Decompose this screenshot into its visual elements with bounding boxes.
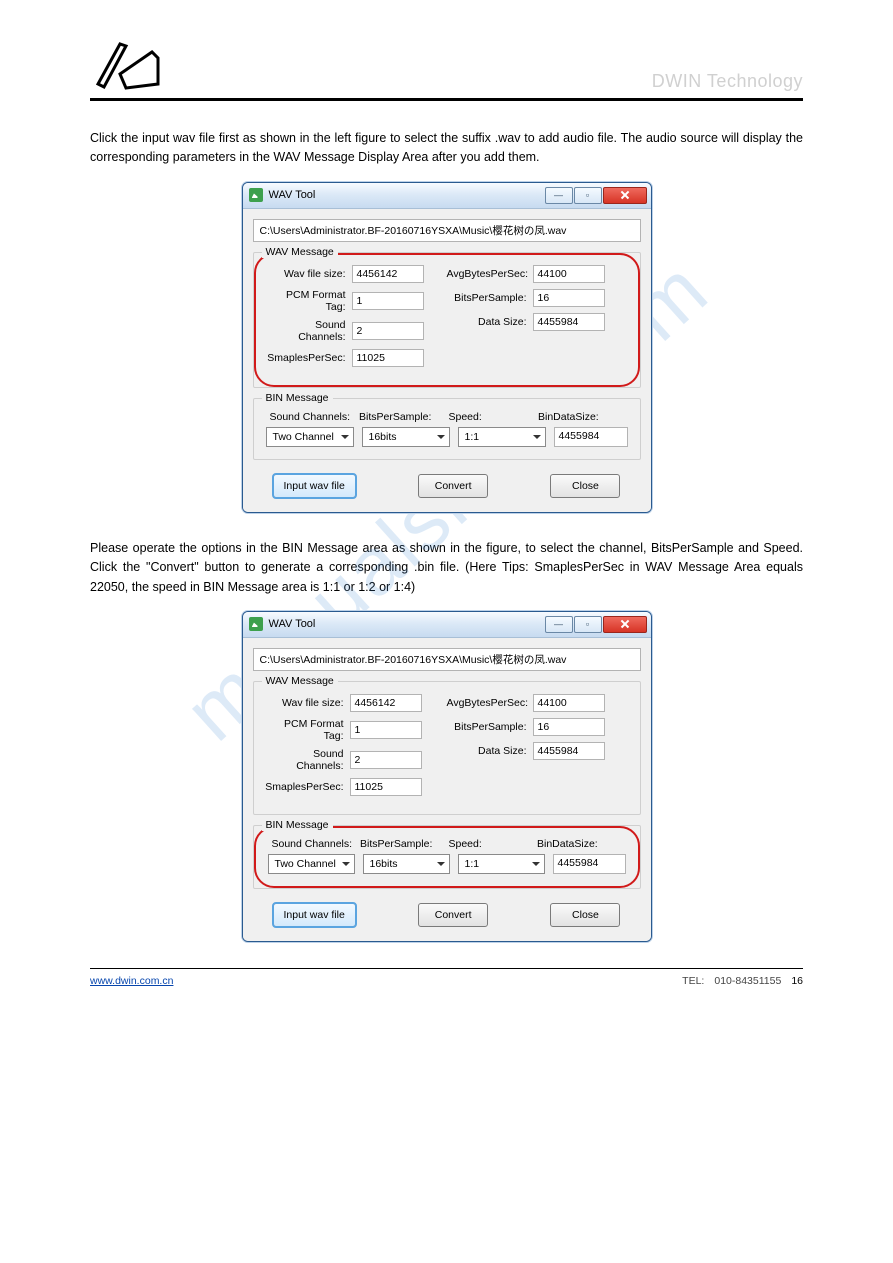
convert-button[interactable]: Convert	[418, 474, 488, 498]
input-wav-button[interactable]: Input wav file	[273, 474, 356, 498]
l-sps: SmaplesPerSec:	[266, 352, 352, 364]
window-title-2: WAV Tool	[269, 618, 544, 630]
company-name: DWIN Technology	[652, 71, 803, 92]
titlebar[interactable]: WAV Tool — ▫	[243, 183, 651, 209]
close-dialog-button[interactable]: Close	[550, 903, 620, 927]
file-path-input[interactable]: C:\Users\Administrator.BF-20160716YSXA\M…	[253, 219, 641, 242]
channels-select[interactable]: Two Channel	[266, 427, 354, 447]
input-wav-button[interactable]: Input wav file	[273, 903, 356, 927]
v-dsize[interactable]: 4455984	[533, 742, 605, 760]
footer-tel: 010-84351155	[714, 975, 781, 987]
h-bits: BitsPerSample:	[358, 838, 447, 850]
paragraph-2: Please operate the options in the BIN Me…	[90, 539, 803, 597]
document-header: DWIN Technology	[90, 40, 803, 92]
l-sndch: Sound Channels:	[266, 319, 352, 343]
minimize-button[interactable]: —	[545, 616, 573, 633]
v-sndch[interactable]: 2	[350, 751, 422, 769]
bindata-input[interactable]: 4455984	[554, 427, 628, 447]
v-bps[interactable]: 16	[533, 718, 605, 736]
close-button[interactable]	[603, 616, 647, 633]
maximize-button[interactable]: ▫	[574, 616, 602, 633]
bin-legend: BIN Message	[262, 819, 333, 831]
close-dialog-button[interactable]: Close	[550, 474, 620, 498]
v-dsize[interactable]: 4455984	[533, 313, 605, 331]
company-logo	[90, 40, 160, 92]
bits-select[interactable]: 16bits	[363, 854, 450, 874]
bits-select[interactable]: 16bits	[362, 427, 450, 447]
l-wavsize: Wav file size:	[266, 268, 352, 280]
v-sps[interactable]: 11025	[352, 349, 424, 367]
l-abps: AvgBytesPerSec:	[447, 697, 533, 709]
wav-tool-window-2: WAV Tool — ▫ C:\Users\Administrator.BF-2…	[242, 611, 652, 942]
close-button[interactable]	[603, 187, 647, 204]
highlight-ring-wav: Wav file size:4456142 PCM Format Tag:1 S…	[254, 253, 640, 387]
titlebar-2[interactable]: WAV Tool — ▫	[243, 612, 651, 638]
v-abps[interactable]: 44100	[533, 694, 605, 712]
convert-button[interactable]: Convert	[418, 903, 488, 927]
l-pcm: PCM Format Tag:	[264, 718, 350, 742]
h-channels: Sound Channels:	[268, 411, 358, 423]
bin-legend: BIN Message	[262, 392, 333, 404]
bin-message-group: BIN Message Sound Channels: BitsPerSampl…	[253, 825, 641, 889]
footer-site-link[interactable]: www.dwin.com.cn	[90, 975, 173, 987]
h-speed: Speed:	[447, 411, 537, 423]
app-icon	[249, 617, 263, 631]
app-icon	[249, 188, 263, 202]
h-speed: Speed:	[447, 838, 536, 850]
v-sndch[interactable]: 2	[352, 322, 424, 340]
wav-legend: WAV Message	[262, 246, 338, 258]
l-dsize: Data Size:	[447, 745, 533, 757]
l-sps: SmaplesPerSec:	[264, 781, 350, 793]
h-bits: BitsPerSample:	[357, 411, 447, 423]
window-title: WAV Tool	[269, 189, 544, 201]
h-data: BinDataSize:	[536, 411, 626, 423]
minimize-button[interactable]: —	[545, 187, 573, 204]
speed-select[interactable]: 1:1	[458, 854, 545, 874]
maximize-button[interactable]: ▫	[574, 187, 602, 204]
paragraph-1: Click the input wav file first as shown …	[90, 129, 803, 168]
v-sps[interactable]: 11025	[350, 778, 422, 796]
v-bps[interactable]: 16	[533, 289, 605, 307]
file-path-input[interactable]: C:\Users\Administrator.BF-20160716YSXA\M…	[253, 648, 641, 671]
v-pcm[interactable]: 1	[350, 721, 422, 739]
header-rule	[90, 98, 803, 101]
footer-tel-label: TEL:	[682, 975, 704, 987]
h-channels: Sound Channels:	[270, 838, 359, 850]
h-data: BinDataSize:	[535, 838, 624, 850]
wav-message-group: WAV Message Wav file size:4456142 PCM Fo…	[253, 252, 641, 388]
wav-legend: WAV Message	[262, 675, 338, 687]
v-wavsize[interactable]: 4456142	[352, 265, 424, 283]
footer: www.dwin.com.cn TEL: 010-84351155 16	[90, 975, 803, 987]
wav-tool-window-1: WAV Tool — ▫ C:\Users\Administrator.BF-2…	[242, 182, 652, 513]
highlight-ring-bin: Sound Channels: BitsPerSample: Speed: Bi…	[254, 826, 640, 888]
channels-select[interactable]: Two Channel	[268, 854, 355, 874]
l-bps: BitsPerSample:	[447, 721, 533, 733]
footer-rule	[90, 968, 803, 969]
v-pcm[interactable]: 1	[352, 292, 424, 310]
v-wavsize[interactable]: 4456142	[350, 694, 422, 712]
l-pcm: PCM Format Tag:	[266, 289, 352, 313]
l-sndch: Sound Channels:	[264, 748, 350, 772]
l-wavsize: Wav file size:	[264, 697, 350, 709]
bindata-input[interactable]: 4455984	[553, 854, 626, 874]
speed-select[interactable]: 1:1	[458, 427, 546, 447]
l-dsize: Data Size:	[447, 316, 533, 328]
v-abps[interactable]: 44100	[533, 265, 605, 283]
l-abps: AvgBytesPerSec:	[447, 268, 533, 280]
wav-message-group: WAV Message Wav file size:4456142 PCM Fo…	[253, 681, 641, 815]
l-bps: BitsPerSample:	[447, 292, 533, 304]
bin-message-group: BIN Message Sound Channels: BitsPerSampl…	[253, 398, 641, 460]
page-number: 16	[791, 975, 803, 987]
